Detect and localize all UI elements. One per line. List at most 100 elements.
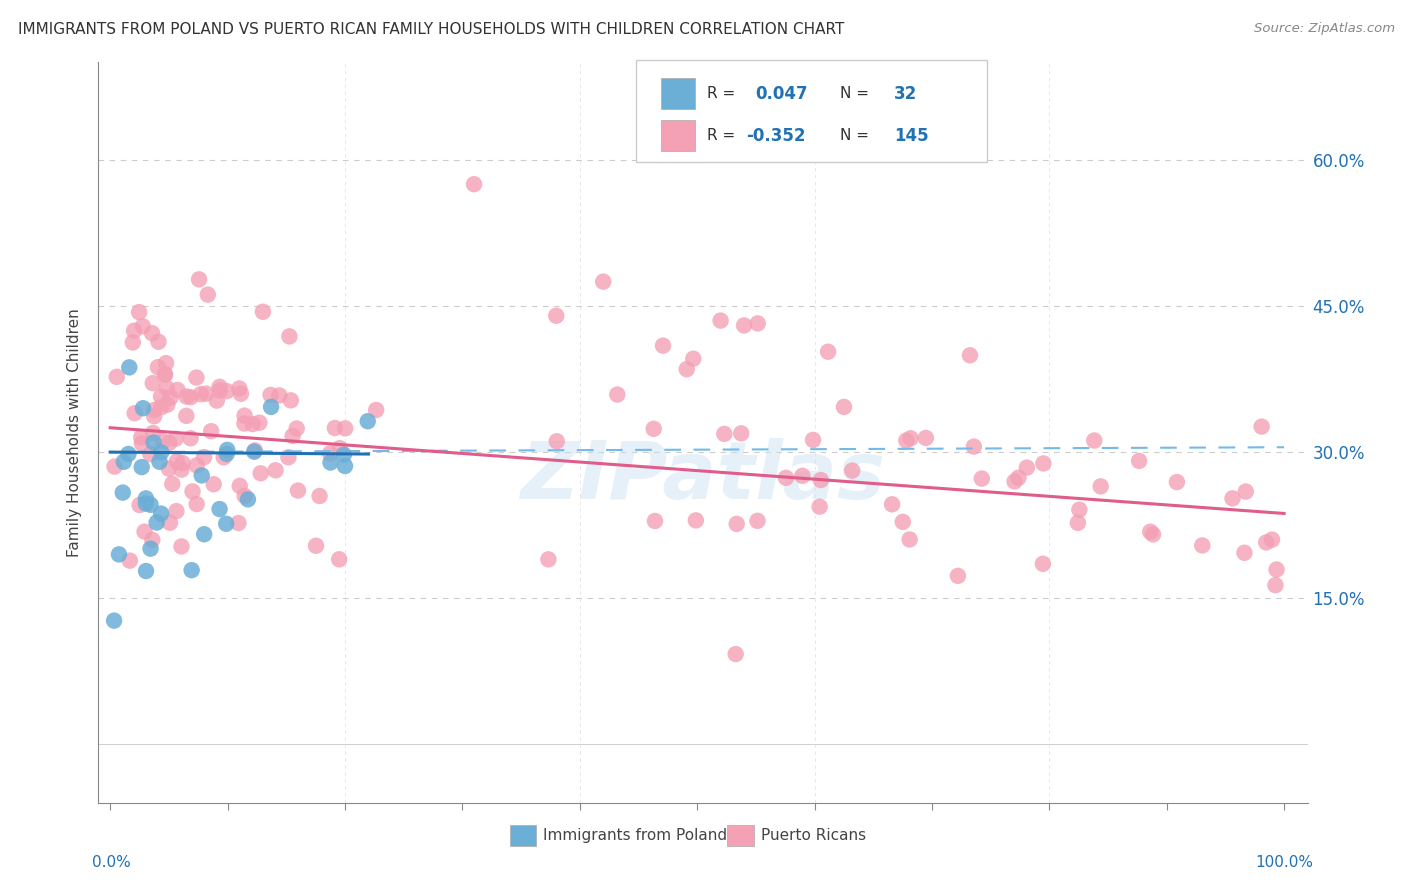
Point — [139, 498, 162, 512]
Point — [1256, 535, 1278, 549]
Point — [208, 380, 231, 394]
Point — [180, 390, 202, 404]
Point — [810, 473, 832, 487]
Point — [319, 446, 342, 460]
Point — [128, 305, 150, 319]
Point — [146, 360, 169, 375]
Point — [129, 430, 152, 444]
Point — [139, 541, 162, 556]
Point — [200, 424, 222, 438]
Point — [135, 564, 157, 578]
Point — [165, 504, 187, 518]
Point — [243, 444, 266, 458]
Point — [141, 533, 163, 547]
Point — [644, 514, 666, 528]
Point — [143, 409, 166, 424]
Point — [880, 497, 903, 511]
Point — [233, 489, 256, 503]
Point — [233, 417, 256, 431]
Point — [108, 548, 131, 562]
Point — [725, 516, 748, 531]
Point — [280, 393, 302, 408]
Point — [139, 447, 162, 461]
Point — [118, 360, 141, 375]
Bar — [661, 120, 695, 152]
Point — [180, 431, 202, 445]
Text: Immigrants from Poland: Immigrants from Poland — [543, 828, 727, 843]
Point — [103, 459, 125, 474]
Point — [1191, 538, 1213, 552]
Point — [287, 483, 309, 498]
Point — [269, 388, 291, 402]
Point — [132, 401, 155, 416]
Point — [156, 398, 179, 412]
Point — [606, 387, 628, 401]
Point — [229, 386, 252, 401]
Text: N =: N = — [839, 87, 873, 102]
Text: 0.0%: 0.0% — [93, 855, 131, 870]
Point — [236, 492, 259, 507]
Point — [546, 434, 568, 449]
Text: ZIPatlas: ZIPatlas — [520, 438, 886, 516]
Point — [730, 426, 752, 441]
Point — [841, 464, 863, 478]
Point — [710, 313, 733, 327]
Point — [143, 403, 166, 417]
Point — [122, 324, 145, 338]
Point — [946, 569, 969, 583]
Point — [592, 275, 614, 289]
Point — [249, 467, 271, 481]
Point — [308, 489, 330, 503]
Point — [333, 448, 356, 462]
Point — [142, 425, 165, 440]
Point — [208, 502, 231, 516]
Point — [153, 367, 176, 381]
Point — [323, 421, 346, 435]
Point — [105, 369, 128, 384]
Bar — [661, 78, 695, 110]
Point — [188, 272, 211, 286]
Point — [165, 432, 187, 446]
Point — [329, 441, 352, 455]
Point — [190, 468, 212, 483]
Point — [249, 416, 271, 430]
Point — [157, 461, 180, 475]
Point — [152, 434, 174, 449]
Point — [148, 455, 170, 469]
Point — [180, 563, 202, 577]
Text: 145: 145 — [894, 127, 929, 145]
Point — [150, 445, 173, 459]
Text: Source: ZipAtlas.com: Source: ZipAtlas.com — [1254, 22, 1395, 36]
Point — [1007, 471, 1029, 485]
Point — [142, 435, 165, 450]
Point — [162, 476, 184, 491]
Point — [1032, 457, 1054, 471]
Point — [733, 318, 755, 333]
Point — [166, 383, 188, 397]
Point — [1233, 546, 1256, 560]
Point — [193, 527, 215, 541]
Point — [1222, 491, 1244, 506]
Point — [159, 391, 181, 405]
Point — [675, 362, 697, 376]
Point — [150, 390, 173, 404]
Point — [652, 338, 675, 352]
Point — [217, 442, 239, 457]
Point — [896, 434, 918, 448]
Point — [135, 491, 157, 506]
Point — [1069, 502, 1091, 516]
Point — [197, 287, 219, 301]
Point — [643, 422, 665, 436]
Point — [537, 552, 560, 566]
Point — [186, 458, 208, 473]
Text: N =: N = — [839, 128, 873, 144]
Point — [121, 335, 143, 350]
Point — [1004, 475, 1026, 489]
Point — [135, 497, 157, 511]
Point — [141, 326, 163, 341]
Point — [103, 614, 125, 628]
Point — [124, 406, 146, 420]
Point — [682, 351, 704, 366]
Point — [157, 435, 180, 450]
Point — [131, 436, 153, 450]
